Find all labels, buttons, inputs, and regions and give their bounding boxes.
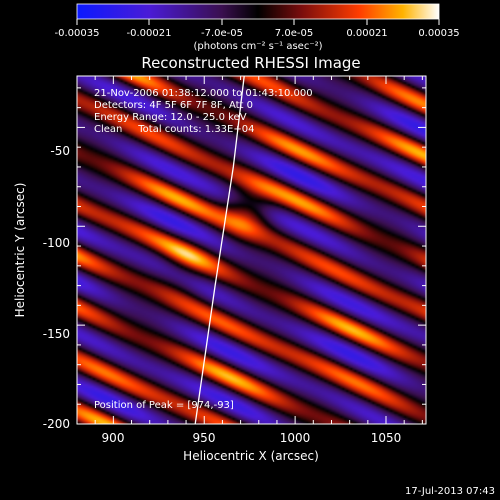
- heatmap-image: [77, 76, 426, 424]
- colorbar-units-label: (photons cm⁻² s⁻¹ asec⁻²): [193, 41, 322, 52]
- colorbar-tick-label-1: -0.00021: [127, 28, 172, 39]
- colorbar-tick-label-0: -0.00035: [55, 28, 100, 39]
- image-area: [77, 76, 426, 424]
- footer-timestamp: 17-Jul-2013 07:43: [405, 486, 495, 497]
- colorbar-tick-label-5: 0.00035: [418, 28, 459, 39]
- y-tick-label-m150: -150: [43, 327, 70, 341]
- plot-frame: [76, 75, 427, 425]
- annotation-time-range: 21-Nov-2006 01:38:12.000 to 01:43:10.000: [94, 88, 313, 99]
- x-tick-label-950: 950: [193, 431, 216, 445]
- x-tick-label-1050: 1050: [371, 431, 402, 445]
- colorbar-tick-label-3: 7.0e-05: [275, 28, 313, 39]
- x-axis-label: Heliocentric X (arcsec): [183, 449, 319, 463]
- colorbar-tick-label-2: -7.0e-05: [201, 28, 243, 39]
- y-tick-label-m100: -100: [43, 236, 70, 250]
- x-tick-label-900: 900: [102, 431, 125, 445]
- y-axis-label: Heliocentric Y (arcsec): [13, 183, 27, 318]
- chart-title: Reconstructed RHESSI Image: [141, 54, 360, 72]
- colorbar-scale: [76, 3, 440, 20]
- axis-ticks: [76, 76, 426, 425]
- colorbar-ticks: [76, 19, 440, 25]
- solar-limb-line: [194, 76, 245, 424]
- y-tick-label-m200: -200: [43, 417, 70, 431]
- peak-position-label: Position of Peak = [974,-93]: [94, 400, 234, 411]
- y-tick-label-m50: -50: [50, 144, 70, 158]
- annotation-detectors: Detectors: 4F 5F 6F 7F 8F, Att 0: [94, 100, 253, 111]
- annotation-energy-range: Energy Range: 12.0 - 25.0 keV: [94, 112, 247, 123]
- annotation-clean-counts: Clean Total counts: 1.33E+04: [94, 124, 254, 135]
- colorbar-tick-label-4: 0.00021: [346, 28, 387, 39]
- x-tick-label-1000: 1000: [280, 431, 311, 445]
